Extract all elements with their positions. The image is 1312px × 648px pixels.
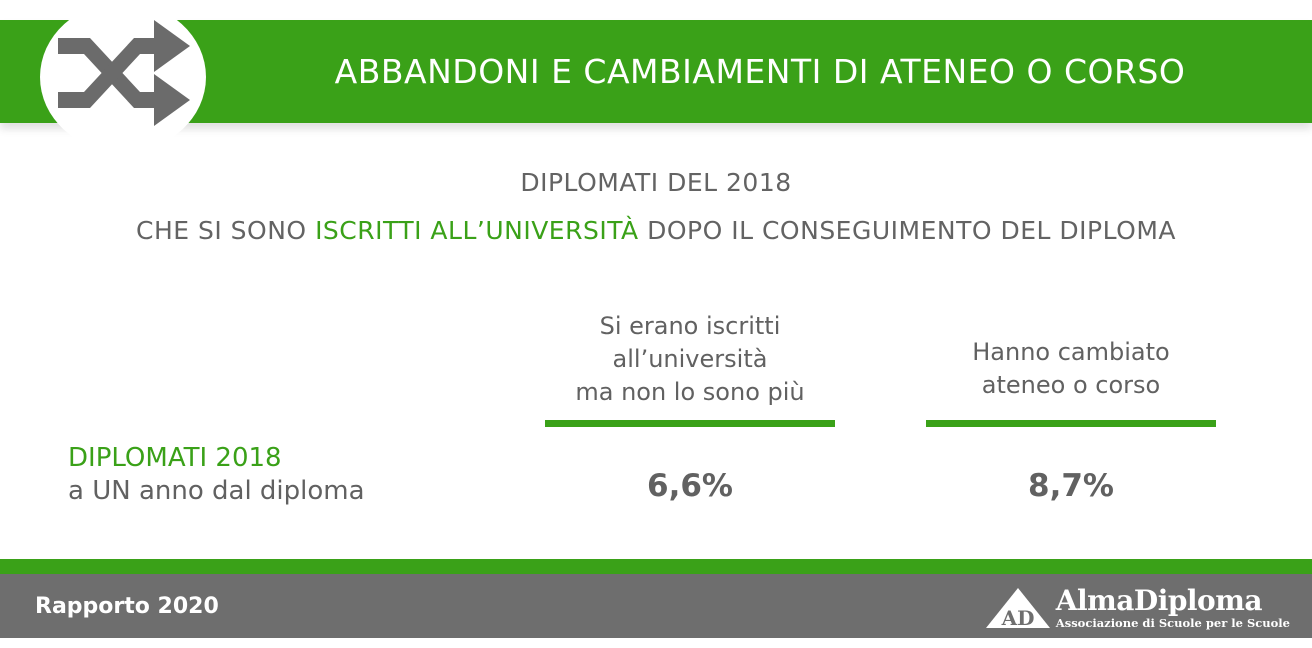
subtitle-pre: CHE SI SONO (136, 216, 316, 245)
row-label-subtitle: a UN anno dal diploma (68, 476, 365, 506)
column-divider (545, 420, 835, 427)
header-bar: ABBANDONI E CAMBIAMENTI DI ATENEO O CORS… (0, 20, 1312, 123)
row-label: DIPLOMATI 2018 a UN anno dal diploma (68, 442, 365, 508)
footer-accent-bar (0, 559, 1312, 574)
column-divider (926, 420, 1216, 427)
column-header-line: Si erano iscritti (599, 312, 781, 340)
value-dropped: 6,6% (647, 468, 733, 504)
column-header-line: ateneo o corso (981, 371, 1161, 399)
subtitle-cohort: DIPLOMATI DEL 2018 (520, 168, 792, 197)
column-header-line: all’università (612, 345, 768, 373)
logo-tagline: Associazione di Scuole per le Scuole (1055, 616, 1290, 630)
column-header-line: ma non lo sono più (575, 378, 805, 406)
column-header-changed: Hanno cambiato ateneo o corso (926, 336, 1216, 402)
subtitle-highlight: ISCRITTI ALL’UNIVERSITÀ (315, 216, 639, 245)
value-changed: 8,7% (1028, 468, 1114, 504)
column-header-dropped: Si erano iscritti all’università ma non … (545, 310, 835, 409)
shuffle-icon (40, 2, 206, 152)
logo-initials: AD (1000, 606, 1034, 630)
column-header-line: Hanno cambiato (972, 338, 1170, 366)
subtitle-post: DOPO IL CONSEGUIMENTO DEL DIPLOMA (638, 216, 1176, 245)
logo-ad-icon: AD (985, 588, 1050, 630)
row-label-title: DIPLOMATI 2018 (68, 443, 282, 473)
logo-name: AlmaDiploma (1055, 584, 1263, 617)
footer: Rapporto 2020 AD AlmaDiploma Associazion… (0, 574, 1312, 638)
subtitle-description: CHE SI SONO ISCRITTI ALL’UNIVERSITÀ DOPO… (0, 216, 1312, 245)
almadiploma-logo: AD AlmaDiploma Associazione di Scuole pe… (984, 583, 1290, 633)
report-label: Rapporto 2020 (35, 593, 219, 619)
page-title: ABBANDONI E CAMBIAMENTI DI ATENEO O CORS… (334, 52, 1186, 91)
